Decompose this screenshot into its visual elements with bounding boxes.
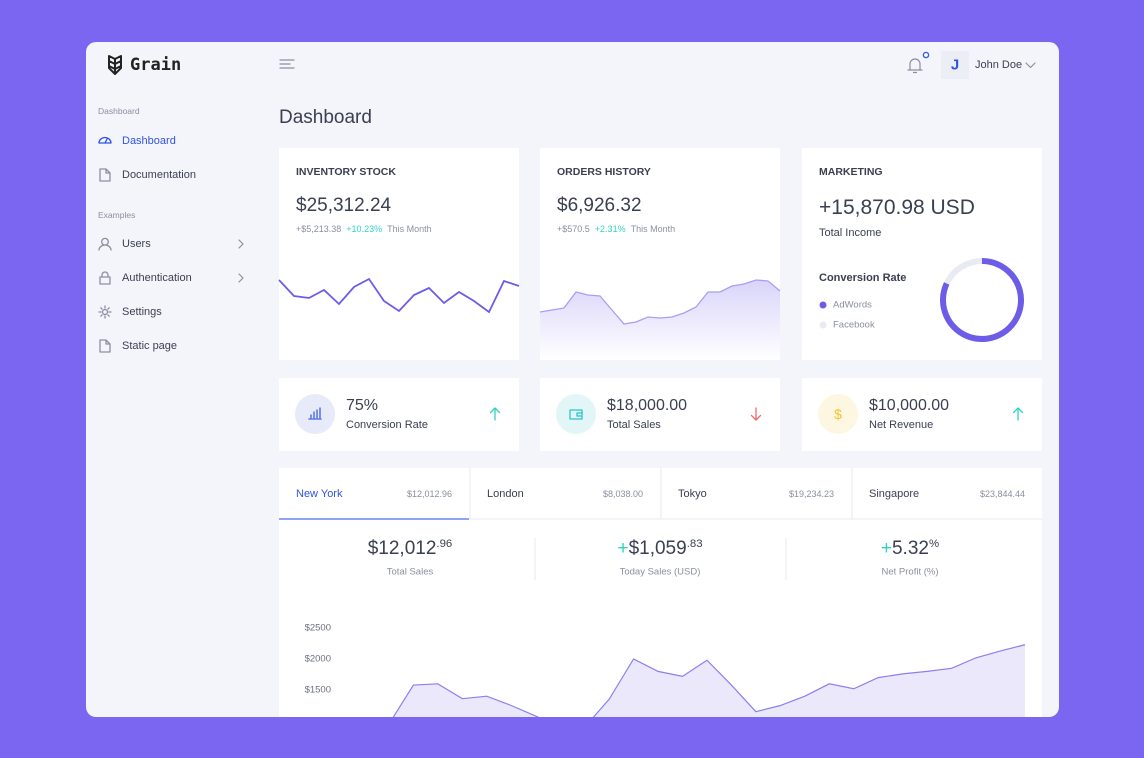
metric-value: +$1,059.83 (617, 538, 702, 560)
card-label: Total Income (819, 227, 882, 239)
y-tick-label: $1500 (304, 684, 331, 696)
sidebar-section-label: Dashboard (98, 106, 140, 116)
card-period: This Month (387, 224, 432, 234)
tab-name[interactable]: New York (296, 488, 343, 500)
tab-name[interactable]: Tokyo (678, 488, 707, 500)
sidebar-icon (99, 271, 111, 285)
logo-text: Grain (130, 55, 182, 75)
sidebar-icon (99, 168, 111, 182)
trend-arrow (1012, 407, 1024, 421)
card-title: INVENTORY STOCK (296, 166, 396, 178)
menu-icon (279, 59, 295, 69)
stat-label: Net Revenue (869, 419, 934, 431)
user-menu-chevron (1025, 62, 1036, 69)
sidebar-item[interactable]: Static page (122, 340, 178, 352)
legend-label: Facebook (833, 319, 875, 331)
card-subtext: +$570.5 +2.31% This Month (557, 224, 680, 234)
stat-label: Total Sales (607, 419, 661, 431)
stat-value: $10,000.00 (869, 397, 950, 414)
overlay: $ (98, 51, 1042, 717)
metric-label: Today Sales (USD) (619, 566, 701, 578)
metric-label: Net Profit (%) (881, 566, 939, 578)
donut-arc (943, 258, 983, 285)
card-title: MARKETING (819, 166, 883, 178)
sidebar-section-label: Examples (98, 210, 136, 220)
sidebar-icon (99, 339, 111, 353)
stat-icon (308, 407, 322, 420)
notification-dot (922, 51, 930, 59)
tab-name[interactable]: London (487, 488, 524, 500)
stat-icon (569, 409, 583, 420)
stat-value: 75% (346, 397, 379, 414)
card-value: $25,312.24 (296, 195, 392, 216)
avatar (941, 51, 969, 79)
y-tick-label: $2000 (304, 653, 331, 665)
sidebar-icon (98, 136, 112, 144)
sparkline (539, 279, 781, 325)
bell-icon (907, 58, 923, 74)
donut-title: Conversion Rate (819, 272, 907, 284)
legend-dot (819, 321, 827, 329)
y-tick-label: $2500 (304, 622, 331, 634)
sidebar-item[interactable]: Settings (122, 306, 162, 318)
trend-arrow (489, 407, 501, 421)
sidebar-item[interactable]: Dashboard (122, 135, 176, 147)
avatar-initial: J (950, 56, 960, 74)
metric-main: $1,059 (628, 538, 687, 560)
card-percent: +10.23% (346, 224, 383, 234)
sidebar-item[interactable]: Authentication (122, 272, 192, 284)
stat-value: $18,000.00 (607, 397, 688, 414)
card-value: $6,926.32 (557, 195, 642, 216)
tab-value: $8,038.00 (602, 489, 643, 499)
card-period: This Month (630, 224, 676, 234)
stat-icon: $ (834, 406, 842, 422)
tab-name[interactable]: Singapore (869, 488, 920, 500)
card (802, 148, 1042, 360)
metric-main: 5.32 (891, 538, 929, 560)
sidebar-item[interactable]: Users (122, 238, 151, 250)
tab-value: $23,844.44 (979, 489, 1025, 499)
stat-label: Conversion Rate (346, 419, 428, 431)
sidebar-item[interactable]: Documentation (122, 169, 196, 181)
stat-icon-bg (295, 394, 335, 434)
card (279, 148, 519, 360)
sidebar-icon (98, 237, 112, 251)
logo-icon (108, 55, 122, 75)
metric-main: $12,012 (367, 538, 437, 560)
sales-area (393, 644, 1025, 717)
app-window: $ Grain J John Doe Dashboard Dashboard Documen… (86, 42, 1059, 717)
sidebar-chevron (238, 273, 244, 283)
metric-sign: + (617, 538, 629, 560)
card-subtext: +$5,213.38 +10.23% This Month (296, 224, 437, 234)
card-change: +$570.5 (557, 224, 590, 234)
card-title: ORDERS HISTORY (557, 166, 651, 178)
sidebar-chevron (238, 239, 244, 249)
metric-sign: + (880, 538, 892, 560)
tab-value: $19,234.23 (788, 489, 834, 499)
metric-label: Total Sales (386, 566, 434, 578)
user-name: John Doe (975, 59, 1023, 71)
metric-value: $12,012.96 (368, 538, 453, 560)
metric-value: +5.32% (881, 538, 939, 560)
card-value: +15,870.98 USD (819, 196, 975, 219)
sales-line (392, 644, 1026, 717)
card-change: +$5,213.38 (296, 224, 342, 234)
metric-sup: .83 (686, 537, 703, 550)
metric-sup: % (928, 537, 940, 550)
donut-arc (940, 258, 1024, 342)
card-percent: +2.31% (594, 224, 626, 234)
stat-icon-bg (556, 394, 596, 434)
legend-dot (819, 301, 827, 309)
page-title: Dashboard (279, 107, 372, 128)
stat-icon-bg (818, 394, 858, 434)
metric-sup: .96 (436, 537, 453, 550)
sparkline-area (540, 280, 780, 360)
sparkline (278, 277, 520, 314)
legend-label: AdWords (833, 299, 872, 311)
tab-value: $12,012.96 (406, 489, 452, 499)
sidebar-icon (98, 305, 112, 319)
trend-arrow (750, 407, 762, 421)
